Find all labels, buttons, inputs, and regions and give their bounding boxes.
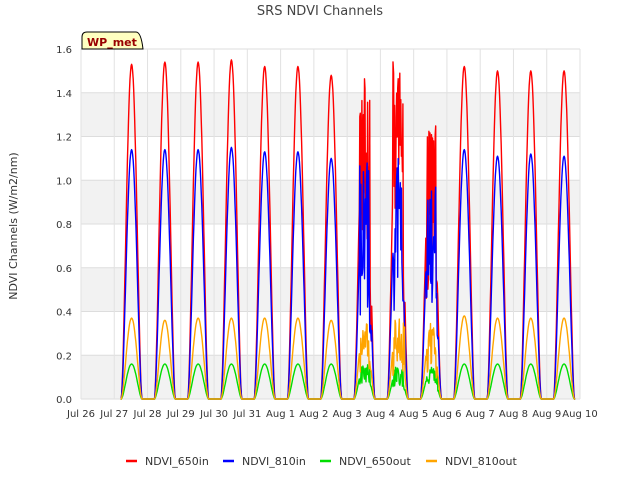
y-tick-label: 1.6 bbox=[56, 45, 72, 56]
x-tick-label: Jul 29 bbox=[166, 409, 195, 420]
x-tick-label: Jul 31 bbox=[232, 409, 261, 420]
x-tick-label: Aug 5 bbox=[399, 409, 428, 420]
y-band bbox=[81, 180, 580, 224]
legend-label-ndvi-810in: NDVI_810in bbox=[242, 455, 306, 468]
x-tick-label: Aug 7 bbox=[466, 409, 495, 420]
y-tick-label: 0.6 bbox=[56, 264, 72, 275]
y-tick-label: 1.0 bbox=[56, 176, 72, 187]
site-badge-label: WP_met bbox=[87, 36, 137, 49]
x-tick-label: Jul 26 bbox=[66, 409, 95, 420]
site-badge: WP_met bbox=[81, 31, 144, 50]
y-band bbox=[81, 355, 580, 399]
y-tick-label: 1.4 bbox=[56, 89, 72, 100]
x-tick-label: Aug 4 bbox=[366, 409, 395, 420]
y-tick-label: 0.0 bbox=[56, 395, 72, 406]
series-line-ndvi-810out bbox=[120, 315, 576, 400]
chart-title: SRS NDVI Channels bbox=[257, 4, 383, 19]
y-axis-label: NDVI Channels (W/m2/nm) bbox=[7, 152, 20, 299]
y-tick-label: 1.2 bbox=[56, 133, 72, 144]
y-tick-label: 0.8 bbox=[56, 220, 72, 231]
x-tick-label: Jul 30 bbox=[199, 409, 228, 420]
y-tick-label: 0.2 bbox=[56, 351, 72, 362]
x-tick-label: Jul 28 bbox=[133, 409, 162, 420]
site-badge-box bbox=[81, 31, 144, 50]
axes: 0.0 0.2 0.4 0.6 0.8 1.0 1.2 1.4 1.6 Jul 26 Jul 27 J… bbox=[56, 45, 598, 420]
x-tick-label: Aug 8 bbox=[499, 409, 528, 420]
legend-label-ndvi-650in: NDVI_650in bbox=[145, 455, 209, 468]
legend-label-ndvi-650out: NDVI_650out bbox=[339, 455, 411, 468]
x-tick-label: Aug 2 bbox=[299, 409, 328, 420]
legend-label-ndvi-810out: NDVI_810out bbox=[445, 455, 517, 468]
gridlines bbox=[80, 48, 581, 400]
y-band bbox=[81, 267, 580, 312]
x-tick-label: Aug 10 bbox=[562, 409, 597, 420]
y-tick-label: 0.4 bbox=[56, 308, 72, 319]
x-tick-label: Aug 6 bbox=[432, 409, 461, 420]
series-layer bbox=[120, 59, 576, 400]
y-band bbox=[81, 92, 580, 137]
x-tick-label: Aug 1 bbox=[266, 409, 295, 420]
x-tick-label: Jul 27 bbox=[99, 409, 128, 420]
x-tick-label: Aug 9 bbox=[532, 409, 561, 420]
x-tick-label: Aug 3 bbox=[333, 409, 362, 420]
legend: NDVI_650in NDVI_810in NDVI_650out NDVI_810o… bbox=[126, 455, 517, 468]
